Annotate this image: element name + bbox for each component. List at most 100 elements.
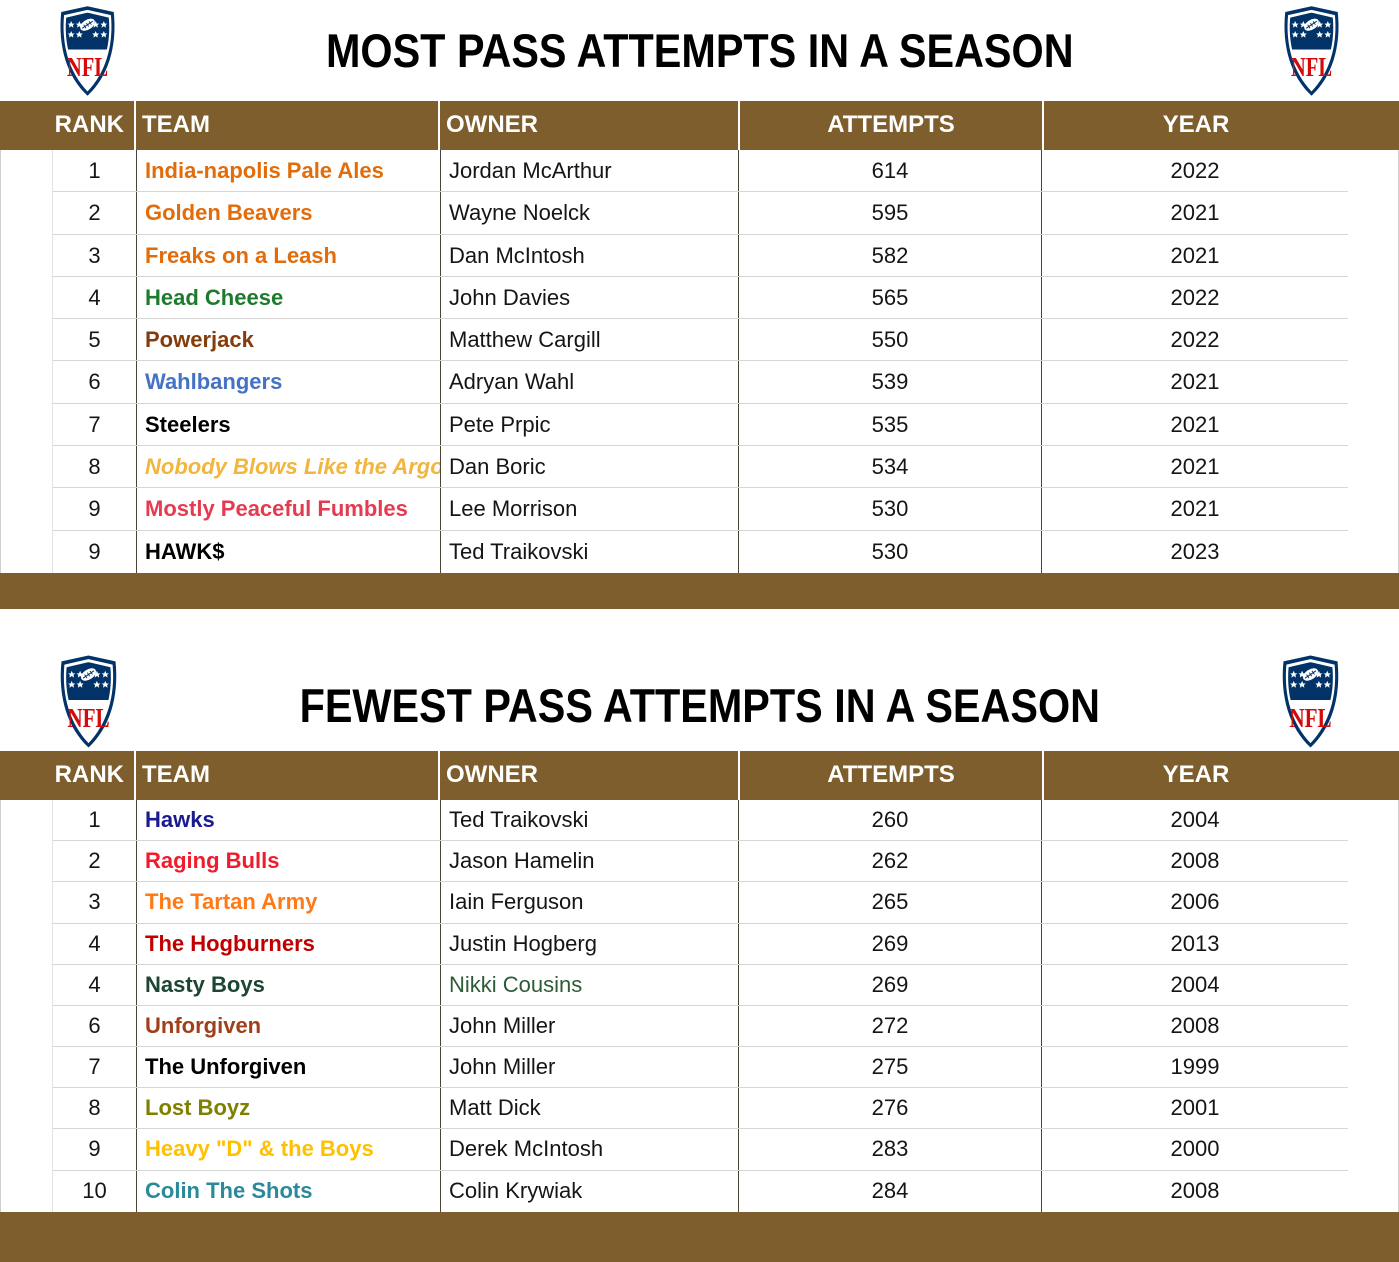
team-cell: Heavy "D" & the Boys — [137, 1129, 441, 1170]
year-cell: 2022 — [1170, 284, 1220, 310]
table-row: 5 Powerjack Matthew Cargill 550 2022 — [53, 319, 1348, 362]
attempts-cell: 265 — [739, 882, 1042, 923]
table-row: 9 HAWK$ Ted Traikovski 530 2023 — [53, 530, 1348, 573]
owner-cell: Matthew Cargill — [441, 319, 739, 361]
table-row: 2 Raging Bulls Jason Hamelin 262 2008 — [53, 841, 1348, 883]
rank-cell: 6 — [53, 1005, 137, 1047]
rank-cell: 8 — [53, 1088, 137, 1129]
rank-cell: 1 — [53, 150, 137, 192]
rank-cell: 4 — [53, 964, 137, 1005]
year-cell: 2021 — [1170, 369, 1220, 395]
column-header-rank: RANK — [0, 101, 136, 150]
rank-cell: 7 — [53, 403, 137, 446]
year-cell: 2021 — [1170, 411, 1220, 437]
section-fewest-pass-attempts: NFL FEWEST PASS ATTEMPTS IN A SEASON NFL… — [0, 608, 1399, 1262]
bottom-band — [0, 1211, 1399, 1262]
rank-cell: 3 — [53, 234, 137, 276]
column-header-row: RANK TEAM OWNER ATTEMPTS YEAR — [0, 750, 1399, 800]
attempts-cell: 614 — [739, 150, 1042, 192]
team-cell: Lost Boyz — [137, 1088, 441, 1129]
year-cell: 2008 — [1170, 1177, 1220, 1203]
section-most-pass-attempts: NFL MOST PASS ATTEMPTS IN A SEASON NFL R… — [0, 0, 1399, 609]
table-row: 10 Colin The Shots Colin Krywiak 284 200… — [53, 1170, 1348, 1212]
team-cell: The Unforgiven — [137, 1047, 441, 1088]
table-row: 6 Wahlbangers Adryan Wahl 539 2021 — [53, 361, 1348, 404]
rank-cell: 7 — [53, 1047, 137, 1088]
team-cell: Golden Beavers — [137, 192, 441, 234]
year-cell: 2000 — [1170, 1136, 1220, 1162]
year-cell: 2006 — [1170, 889, 1220, 915]
nfl-logo-icon: NFL — [1274, 654, 1347, 749]
rank-cell: 1 — [53, 799, 137, 841]
column-header-attempts: ATTEMPTS — [740, 750, 1044, 800]
page-title: MOST PASS ATTEMPTS IN A SEASON — [325, 24, 1074, 77]
attempts-cell: 530 — [739, 530, 1042, 573]
team-cell: Nobody Blows Like the Argos — [137, 446, 441, 488]
rank-cell: 6 — [53, 361, 137, 403]
year-cell: 2008 — [1170, 848, 1220, 874]
rank-cell: 4 — [53, 276, 137, 319]
column-header-team: TEAM — [136, 750, 440, 800]
owner-cell: John Miller — [441, 1047, 739, 1088]
owner-cell: Dan Boric — [441, 446, 739, 488]
owner-cell: Dan McIntosh — [441, 234, 739, 276]
team-cell: HAWK$ — [137, 530, 441, 573]
table-row: 3 The Tartan Army Iain Ferguson 265 2006 — [53, 882, 1348, 924]
attempts-cell: 275 — [739, 1047, 1042, 1088]
attempts-cell: 539 — [739, 361, 1042, 403]
column-header-filler — [1348, 101, 1399, 150]
rank-cell: 2 — [53, 841, 137, 882]
column-header-owner: OWNER — [440, 750, 740, 800]
column-header-team: TEAM — [136, 101, 440, 150]
table-row: 4 Nasty Boys Nikki Cousins 269 2004 — [53, 964, 1348, 1006]
table-row: 3 Freaks on a Leash Dan McIntosh 582 202… — [53, 234, 1348, 277]
owner-cell: Justin Hogberg — [441, 923, 739, 964]
owner-cell: Pete Prpic — [441, 403, 739, 446]
team-cell: Head Cheese — [137, 276, 441, 319]
attempts-cell: 530 — [739, 488, 1042, 530]
table-row: 2 Golden Beavers Wayne Noelck 595 2021 — [53, 192, 1348, 235]
table-rows: 1 Hawks Ted Traikovski 260 2004 2 Raging… — [52, 799, 1348, 1212]
year-cell: 2013 — [1170, 930, 1220, 956]
year-cell: 2008 — [1170, 1012, 1220, 1038]
column-header-owner: OWNER — [440, 101, 740, 150]
owner-cell: Adryan Wahl — [441, 361, 739, 403]
team-cell: Steelers — [137, 403, 441, 446]
year-cell: 2022 — [1170, 327, 1220, 353]
table-row: 9 Heavy "D" & the Boys Derek McIntosh 28… — [53, 1129, 1348, 1171]
year-cell: 2001 — [1170, 1095, 1220, 1121]
year-cell: 2023 — [1170, 538, 1220, 564]
column-header-year: YEAR — [1162, 760, 1230, 788]
table-row: 8 Lost Boyz Matt Dick 276 2001 — [53, 1088, 1348, 1130]
attempts-cell: 550 — [739, 319, 1042, 361]
table-row: 7 The Unforgiven John Miller 275 1999 — [53, 1047, 1348, 1089]
year-cell: 2021 — [1170, 454, 1220, 480]
year-cell: 2004 — [1170, 806, 1220, 832]
team-cell: Mostly Peaceful Fumbles — [137, 488, 441, 530]
rank-cell: 8 — [53, 446, 137, 488]
team-cell: Colin The Shots — [137, 1170, 441, 1212]
owner-cell: Wayne Noelck — [441, 192, 739, 234]
owner-cell: Ted Traikovski — [441, 799, 739, 841]
attempts-cell: 565 — [739, 276, 1042, 319]
table-row: 6 Unforgiven John Miller 272 2008 — [53, 1005, 1348, 1048]
svg-text:NFL: NFL — [67, 703, 109, 734]
owner-cell: Derek McIntosh — [441, 1129, 739, 1170]
table-row: 9 Mostly Peaceful Fumbles Lee Morrison 5… — [53, 488, 1348, 531]
year-cell: 1999 — [1170, 1054, 1220, 1080]
owner-cell: Iain Ferguson — [441, 882, 739, 923]
nfl-logo-icon: NFL — [1276, 5, 1347, 97]
team-cell: Raging Bulls — [137, 841, 441, 882]
column-header-attempts: ATTEMPTS — [740, 101, 1044, 150]
team-cell: Powerjack — [137, 319, 441, 361]
owner-cell: Nikki Cousins — [441, 964, 739, 1005]
owner-cell: Jason Hamelin — [441, 841, 739, 882]
column-header-filler — [1348, 751, 1399, 800]
year-cell: 2021 — [1170, 200, 1220, 226]
attempts-cell: 284 — [739, 1170, 1042, 1212]
owner-cell: Ted Traikovski — [441, 530, 739, 573]
year-cell: 2021 — [1170, 242, 1220, 268]
table-rows: 1 India-napolis Pale Ales Jordan McArthu… — [52, 150, 1348, 573]
team-cell: The Tartan Army — [137, 882, 441, 923]
table-row: 4 Head Cheese John Davies 565 2022 — [53, 276, 1348, 320]
